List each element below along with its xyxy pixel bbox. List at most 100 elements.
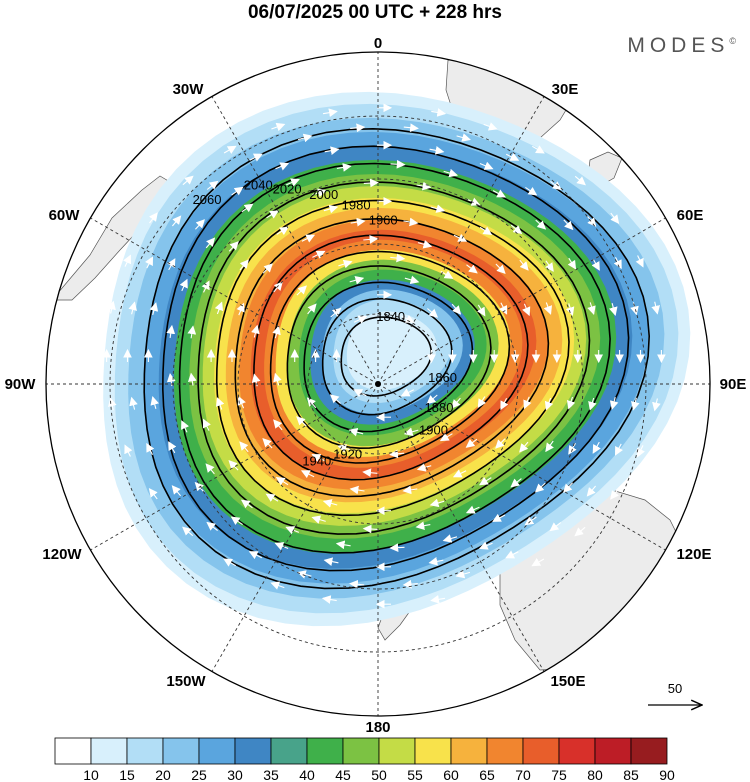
wind-vector xyxy=(591,258,600,271)
wind-vector xyxy=(519,441,529,453)
wind-vector xyxy=(442,534,458,543)
wind-vector xyxy=(171,485,182,497)
wind-vector xyxy=(563,482,574,493)
wind-vector xyxy=(587,302,596,316)
colorbar-tick-label: 45 xyxy=(335,767,351,782)
wind-vector xyxy=(275,477,289,486)
colorbar-swatch xyxy=(558,737,596,765)
wind-vector xyxy=(588,397,597,411)
contour-label-text: 2060 xyxy=(193,192,222,207)
wind-vector xyxy=(146,442,155,456)
meridian-line xyxy=(377,96,545,385)
wind-vector xyxy=(651,301,660,315)
wind-vector xyxy=(574,526,586,537)
wind-vector xyxy=(128,301,137,315)
wind-vector xyxy=(194,219,205,230)
wind-vector xyxy=(276,226,289,236)
wind-vector xyxy=(452,469,467,478)
contour-label: 2060 xyxy=(193,192,222,207)
contour-label: 1860 xyxy=(428,370,457,385)
wind-vector xyxy=(592,441,601,454)
wind-vector xyxy=(610,212,620,224)
wind-vector xyxy=(429,146,445,155)
wind-vector xyxy=(350,123,366,133)
colorbar-swatch xyxy=(450,737,488,765)
wind-vector xyxy=(168,441,177,454)
wind-vector xyxy=(206,521,218,532)
wind-vector xyxy=(523,396,532,410)
colorbar-swatch xyxy=(414,737,452,765)
meridian-line xyxy=(377,383,545,672)
wind-vector xyxy=(348,427,364,437)
contour-label-text: 2040 xyxy=(244,177,273,192)
wind-vector xyxy=(550,180,562,191)
wind-vector xyxy=(239,259,249,271)
meridian-line xyxy=(90,217,379,385)
wind-vector xyxy=(300,470,315,479)
wind-vector xyxy=(265,493,279,502)
colorbar-swatch xyxy=(306,737,344,765)
contour-label: 1960 xyxy=(369,213,398,228)
height-contour-line xyxy=(197,181,591,535)
wind-vector xyxy=(565,303,575,317)
height-contour-line xyxy=(234,217,550,498)
wind-vector xyxy=(535,219,547,230)
wind-vector xyxy=(216,397,225,410)
wind-vector xyxy=(203,418,211,431)
wind-vector xyxy=(201,280,210,293)
wind-vector xyxy=(416,463,432,472)
wind-vector xyxy=(390,159,406,169)
wind-vector xyxy=(631,397,640,411)
wind-vector xyxy=(531,558,545,567)
height-contour-line xyxy=(286,265,492,450)
wind-vector xyxy=(274,542,289,551)
wind-vector xyxy=(270,581,285,590)
wind-vector xyxy=(239,441,249,453)
wind-vector xyxy=(297,570,312,579)
colorbar-swatch xyxy=(234,737,272,765)
colorbar-tick-label: 20 xyxy=(155,767,171,782)
colorbar-swatch xyxy=(162,737,200,765)
colorbar-tick-label: 15 xyxy=(119,767,135,782)
wind-vector xyxy=(482,580,497,590)
wind-vector xyxy=(453,233,468,242)
wind-vector xyxy=(495,263,506,274)
wind-vector xyxy=(296,416,307,427)
wind-vector xyxy=(402,579,418,589)
wind-vector xyxy=(228,241,239,252)
wind-vector xyxy=(443,168,459,178)
wind-vector xyxy=(549,522,562,532)
wind-vector xyxy=(223,145,237,154)
colorbar-tick-label: 60 xyxy=(443,767,459,782)
wind-vector xyxy=(349,579,365,589)
map-boundary xyxy=(45,51,711,717)
wind-vector xyxy=(149,212,158,224)
wind-vector xyxy=(465,438,478,448)
wind-vector xyxy=(205,237,216,249)
latitude-circle xyxy=(109,115,647,653)
wind-vector xyxy=(477,304,486,317)
colorbar-tick-label: 75 xyxy=(551,767,567,782)
colorbar-tick-label: 85 xyxy=(623,767,639,782)
wind-vector xyxy=(335,540,351,550)
chart-title: 06/07/2025 00 UTC + 228 hrs xyxy=(247,2,503,23)
wind-vector xyxy=(574,175,586,186)
wind-vector xyxy=(652,398,661,412)
wind-vector xyxy=(214,301,224,315)
wind-vector xyxy=(271,122,286,132)
brand-mark: © xyxy=(729,36,736,46)
wind-vectors xyxy=(102,103,666,609)
wind-vector xyxy=(363,235,379,244)
contour-label-text: 2020 xyxy=(273,182,302,197)
wind-vector xyxy=(426,394,438,405)
wind-vector xyxy=(635,255,644,268)
contour-label: 2000 xyxy=(309,187,338,202)
wind-vector xyxy=(338,259,353,269)
contour-label-text: 1860 xyxy=(428,370,457,385)
wind-vector xyxy=(510,224,523,235)
wind-vector xyxy=(403,427,419,436)
wind-vector xyxy=(167,258,176,271)
wind-vector xyxy=(353,315,368,324)
colorbar-tick-label: 90 xyxy=(659,767,675,782)
